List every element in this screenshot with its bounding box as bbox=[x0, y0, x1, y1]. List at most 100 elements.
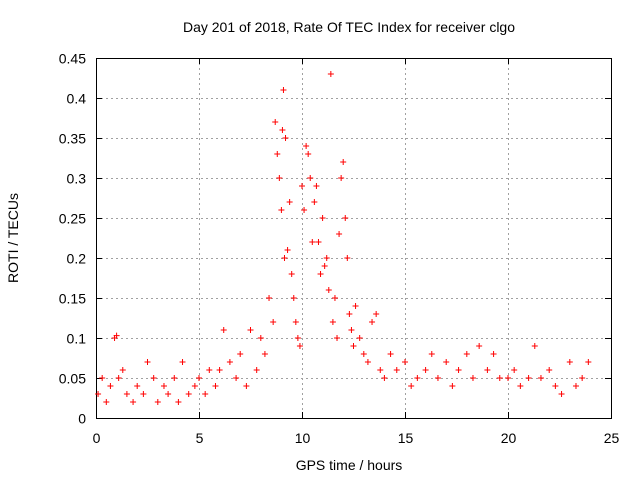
data-point bbox=[476, 343, 483, 349]
data-point bbox=[531, 343, 538, 349]
data-point bbox=[348, 327, 355, 333]
data-point bbox=[281, 255, 288, 261]
tick-layer: 0 0.05 0.1 0.15 0.2 0.25 0.3 0.35 0.4 0.45 0 5 10 15 2… bbox=[59, 51, 620, 447]
data-point bbox=[408, 383, 415, 389]
data-point bbox=[327, 71, 334, 77]
marks-layer bbox=[95, 71, 592, 405]
data-point bbox=[286, 199, 293, 205]
data-point bbox=[490, 351, 497, 357]
data-point bbox=[373, 311, 380, 317]
y-tick-label: 0.1 bbox=[67, 331, 87, 347]
y-tick-label: 0.45 bbox=[59, 51, 86, 67]
data-point bbox=[191, 383, 198, 389]
y-tick-label: 0.05 bbox=[59, 371, 86, 387]
data-point bbox=[356, 335, 363, 341]
grid-layer bbox=[96, 58, 611, 418]
data-point bbox=[253, 367, 260, 373]
data-point bbox=[350, 343, 357, 349]
y-tick-label: 0 bbox=[78, 411, 86, 427]
data-point bbox=[290, 295, 297, 301]
data-point bbox=[393, 367, 400, 373]
data-point bbox=[107, 383, 114, 389]
data-point bbox=[284, 247, 291, 253]
data-point bbox=[99, 375, 106, 381]
data-point bbox=[279, 127, 286, 133]
data-point bbox=[342, 215, 349, 221]
data-point bbox=[364, 359, 371, 365]
data-point bbox=[496, 375, 503, 381]
data-point bbox=[537, 375, 544, 381]
data-point bbox=[220, 327, 227, 333]
data-point bbox=[216, 367, 223, 373]
data-point bbox=[387, 351, 394, 357]
data-point bbox=[261, 351, 268, 357]
data-point bbox=[185, 391, 192, 397]
data-point bbox=[278, 207, 285, 213]
data-point bbox=[572, 383, 579, 389]
x-tick-label: 10 bbox=[295, 430, 311, 446]
data-point bbox=[352, 303, 359, 309]
data-point bbox=[369, 319, 376, 325]
y-tick-label: 0.3 bbox=[67, 171, 87, 187]
x-tick-label: 15 bbox=[398, 430, 414, 446]
data-point bbox=[484, 367, 491, 373]
data-point bbox=[317, 271, 324, 277]
data-point bbox=[455, 367, 462, 373]
data-point bbox=[336, 231, 343, 237]
data-point bbox=[414, 375, 421, 381]
data-point bbox=[443, 359, 450, 365]
data-point bbox=[154, 399, 161, 405]
x-tick-label: 20 bbox=[501, 430, 517, 446]
data-point bbox=[237, 351, 244, 357]
data-point bbox=[130, 399, 137, 405]
data-point bbox=[344, 255, 351, 261]
data-point bbox=[202, 391, 209, 397]
chart-title: Day 201 of 2018, Rate Of TEC Index for r… bbox=[183, 19, 515, 35]
y-tick-label: 0.35 bbox=[59, 131, 86, 147]
data-point bbox=[422, 367, 429, 373]
data-point bbox=[296, 343, 303, 349]
data-point bbox=[292, 319, 299, 325]
data-point bbox=[150, 375, 157, 381]
data-point bbox=[288, 271, 295, 277]
data-point bbox=[319, 215, 326, 221]
data-point bbox=[340, 159, 347, 165]
data-point bbox=[175, 399, 182, 405]
data-point bbox=[247, 327, 254, 333]
data-point bbox=[469, 375, 476, 381]
data-point bbox=[558, 391, 565, 397]
data-point bbox=[428, 351, 435, 357]
data-point bbox=[381, 375, 388, 381]
data-point bbox=[331, 295, 338, 301]
data-point bbox=[301, 207, 308, 213]
data-point bbox=[280, 87, 287, 93]
data-point bbox=[323, 255, 330, 261]
data-point bbox=[134, 383, 141, 389]
data-point bbox=[325, 287, 332, 293]
x-axis-label: GPS time / hours bbox=[296, 457, 403, 473]
data-point bbox=[119, 367, 126, 373]
data-point bbox=[315, 239, 322, 245]
data-point bbox=[233, 375, 240, 381]
data-point bbox=[309, 239, 316, 245]
data-point bbox=[377, 367, 384, 373]
data-point bbox=[165, 391, 172, 397]
data-point bbox=[313, 183, 320, 189]
data-point bbox=[511, 367, 518, 373]
data-point bbox=[282, 135, 289, 141]
data-point bbox=[257, 335, 264, 341]
data-point bbox=[546, 367, 553, 373]
data-point bbox=[338, 175, 345, 181]
x-tick-label: 0 bbox=[93, 430, 101, 446]
data-point bbox=[463, 351, 470, 357]
data-point bbox=[294, 335, 301, 341]
data-point bbox=[311, 199, 318, 205]
data-point bbox=[113, 332, 120, 339]
data-point bbox=[140, 391, 147, 397]
data-point bbox=[272, 119, 279, 125]
data-point bbox=[525, 375, 532, 381]
y-tick-label: 0.25 bbox=[59, 211, 86, 227]
data-point bbox=[274, 151, 281, 157]
data-point bbox=[307, 175, 314, 181]
x-tick-label: 5 bbox=[196, 430, 204, 446]
